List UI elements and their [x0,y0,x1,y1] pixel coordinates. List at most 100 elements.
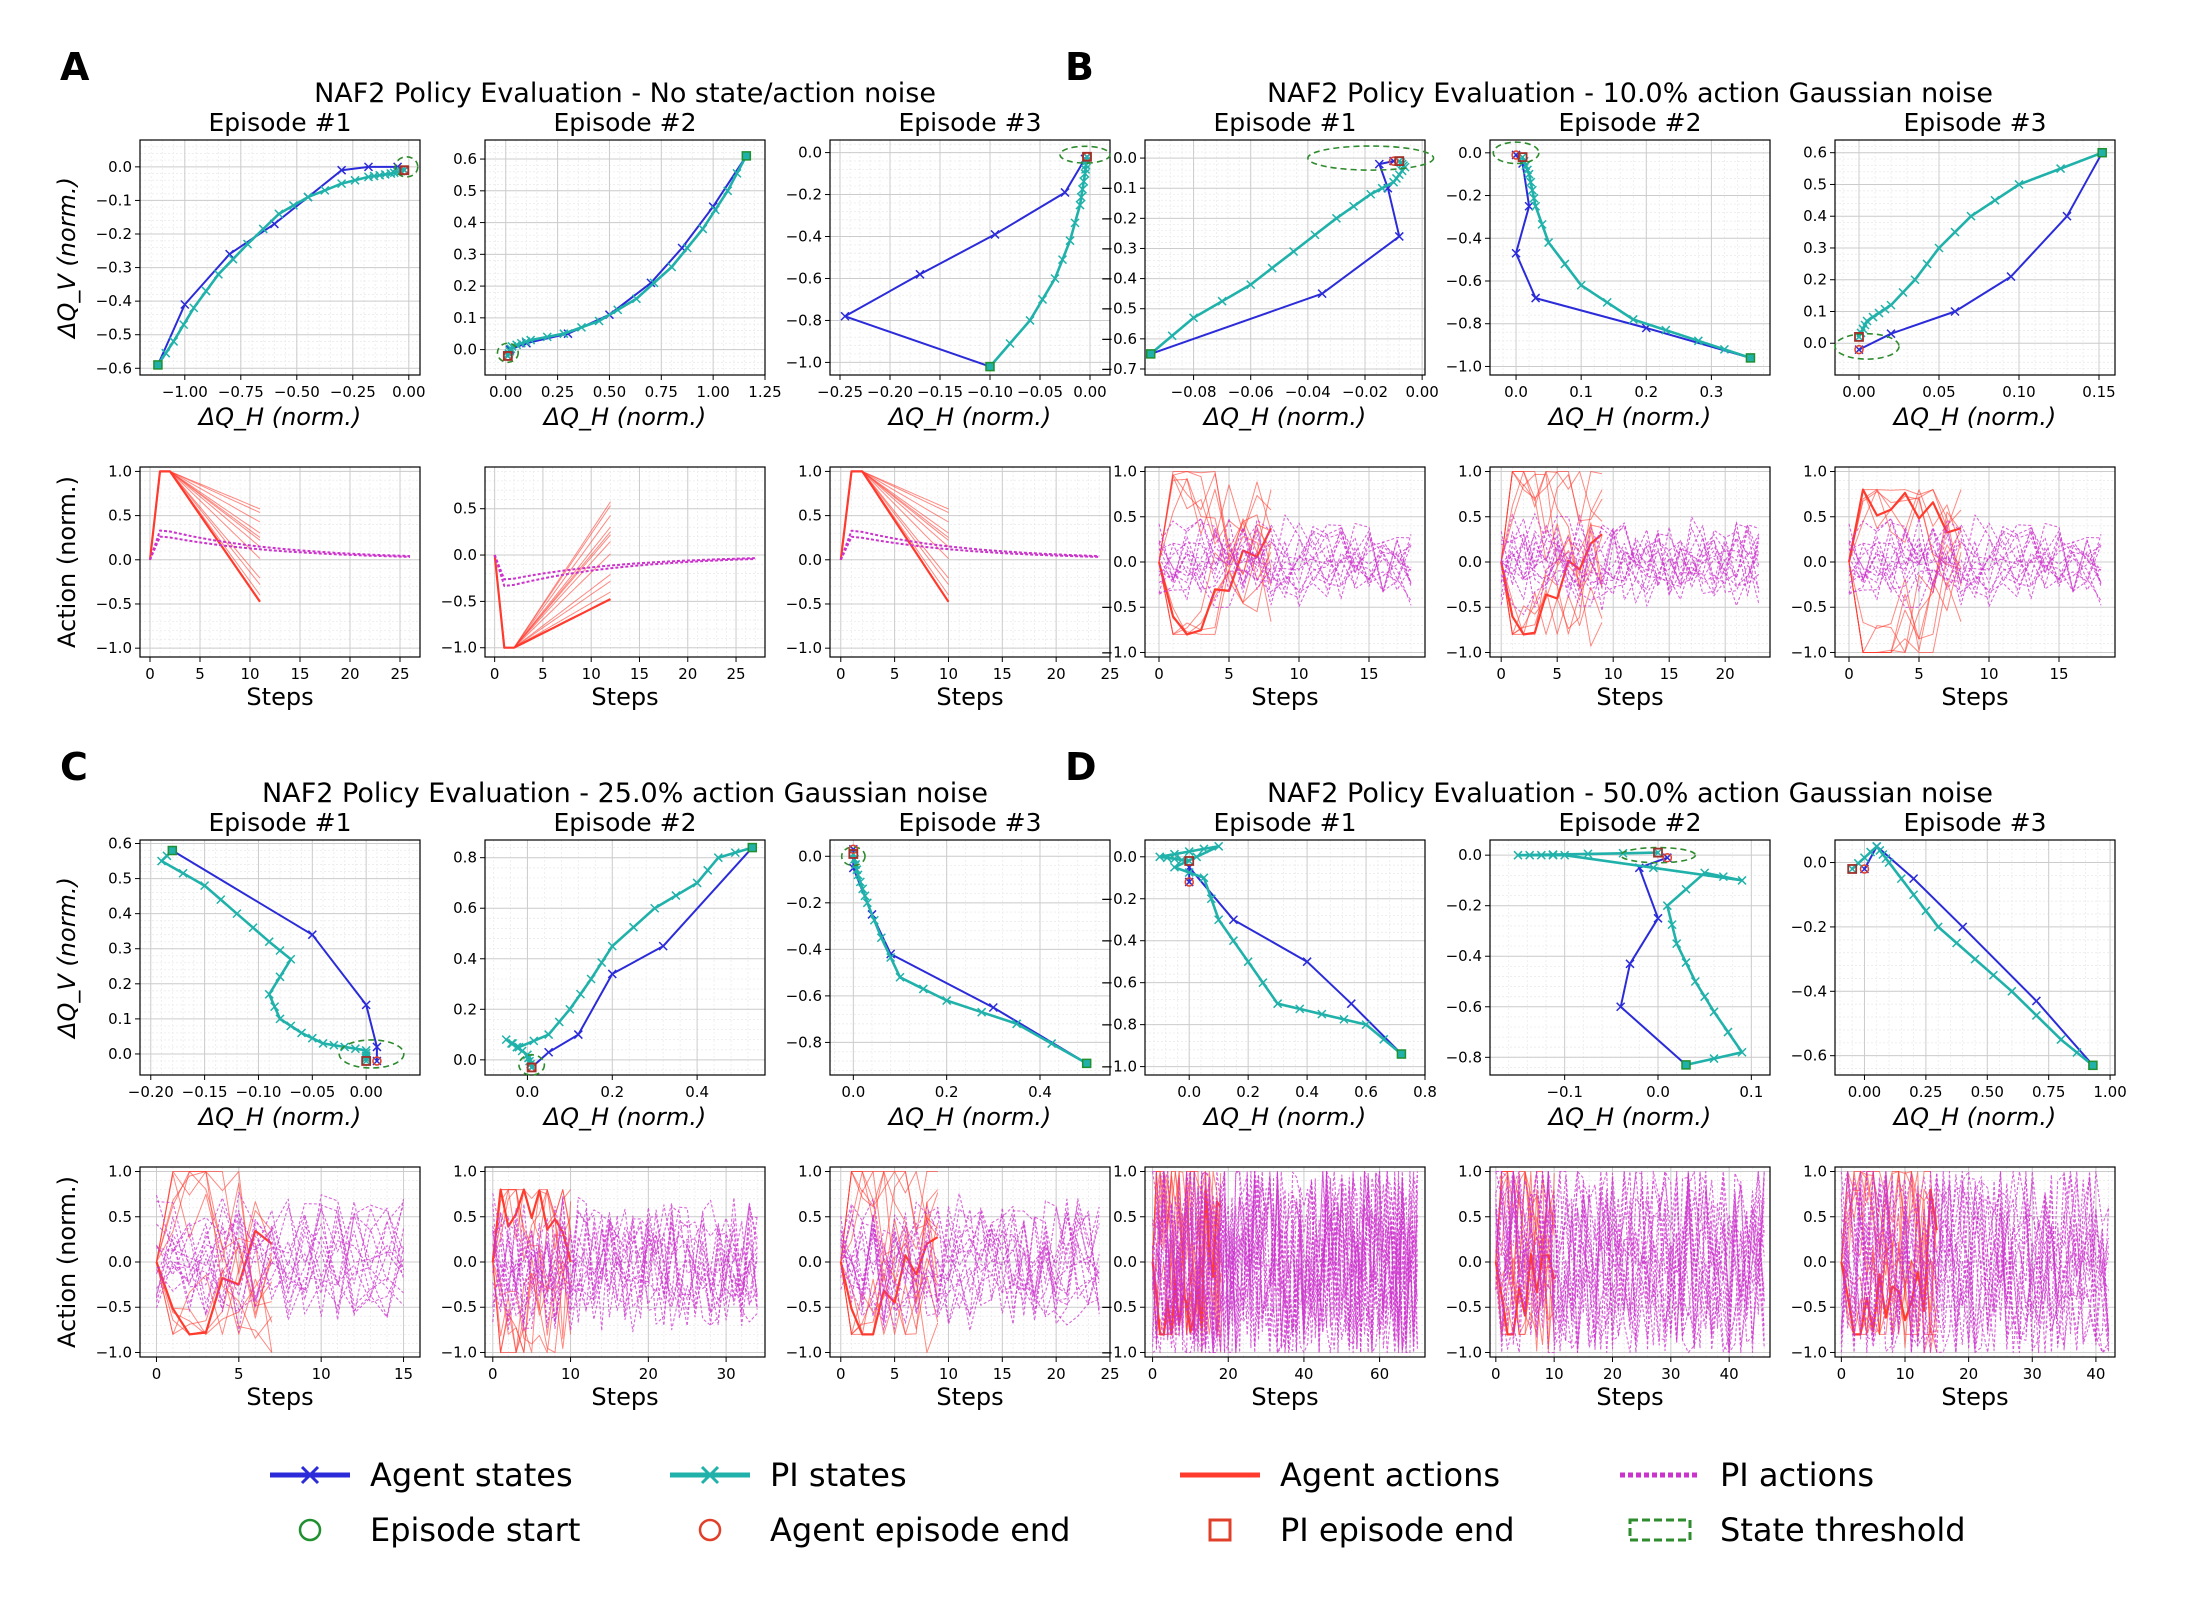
panel-A-ep1-action-ytick-4: −1.0 [96,639,132,657]
panel-A-ep1-state-pi-mark-13 [320,185,330,195]
panel-D-ep3-action-pi-11 [1840,1170,2110,1354]
panel-D-ep3-state-ytick-3: −0.6 [1791,1047,1827,1065]
panel-B-ep3-state-ytick-2: 0.2 [1803,271,1827,289]
panel-D-ep2-action-xtick-1: 10 [1545,1365,1564,1383]
panel-A-ep2-state-pi-mark-8 [631,294,641,304]
panel-A-ep3-state-ytick-1: −0.2 [786,186,822,204]
panel-C-ep3-action-ytick-1: 0.5 [798,1208,822,1226]
panel-D-ep3-state-xtick-3: 0.75 [2032,1083,2065,1101]
panel-A-ep3-action-ytick-1: 0.5 [798,507,822,525]
panel-C-ep1-state-pi-mark-16 [297,1028,307,1038]
panel-A-ep2-state-pi-mark-3 [710,205,720,215]
panel-D-ep3-action-xtick-0: 0 [1837,1365,1847,1383]
panel-A-ep1-action-xtick-4: 20 [340,665,359,683]
panel-A-ep3-state-ytick-5: −1.0 [786,353,822,371]
panel-B-ep1-action-pi-3 [1158,530,1412,606]
panel-C-ep3-action-pi-0 [840,1198,1100,1303]
panel-C-ep1-state-pi-mark-5 [216,895,226,905]
panel-D-ep2-state-agent-mark-2 [1625,959,1635,969]
legend-item-pi-states: PI states [670,1456,907,1494]
panel-B-ep2-action-traces [1500,471,1760,647]
panel-A-ep2-state-pi-mark-12 [559,329,569,339]
panel-D-ep3-state-pi-mark-8 [1933,922,1943,932]
panel-A-ep2-state-pi-mark-4 [698,224,708,234]
panel-D-ep3-state-agent-mark-1 [2031,996,2041,1006]
panel-C-ep2-action-pi-10 [492,1193,758,1311]
panel-B-ep1-state-ytick-3: −0.3 [1101,239,1137,257]
panel-C-ep3-action-xtick-2: 10 [939,1365,958,1383]
panel-A-ep2-state-ytick-3: 0.3 [453,245,477,263]
panel-A-ep3-state-agent-mark-2 [915,269,925,279]
panel-B-ep3-action-pi-0 [1848,542,2102,602]
panel-C-ep3-action-agent-11 [840,1171,939,1263]
panel-C-ep1-state-pi-mark-11 [275,972,285,982]
panel-D-ep1-state-xtick-3: 0.6 [1354,1083,1378,1101]
panel-A-ep1-state-agent-mark-5 [337,165,347,175]
panel-D-ep2-state-pi-mark-2 [1737,1047,1747,1057]
panel-C-ep1-action-pi-1 [156,1228,404,1316]
panel-D-ep2-state-pi-mark-9 [1667,920,1677,930]
panel-B-ep1-state-threshold [1307,145,1435,171]
panel-D-ep1-state-pi-mark-17 [1199,844,1209,854]
panel-B-ep1-action-pi-10 [1158,531,1412,593]
panel-D-ep3-state-pi-end [1847,864,1858,874]
panel-B-ep1-action-pi-6 [1158,514,1412,592]
action-xlabel-A-2: Steps [591,683,658,711]
panel-C-ep1-state-xtick-4: 0.00 [349,1083,382,1101]
panel-D-ep2-state-ytick-2: −0.4 [1446,947,1482,965]
panel-A-ep1-state-pi-mark-10 [274,209,284,219]
panel-C-ep3-state-xtick-0: 0.0 [841,1083,865,1101]
panel-B-ep1-action-xtick-2: 10 [1289,665,1308,683]
panel-B-ep1-state-agent-line [1150,160,1401,355]
panel-A-ep2-state-pi-mark-13 [542,332,552,342]
panel-D-ep2-state-pi-mark-13 [1718,872,1728,882]
panel-A-ep1-state-ytick-1: −0.1 [96,191,132,209]
panel-C-ep2-action-agent-7 [492,1261,572,1353]
panel-A-ep1-action-xtick-2: 10 [240,665,259,683]
panel-A-ep1-state-pi-mark-2 [169,336,179,346]
panel-C-ep1-state-agent-line [171,849,378,1061]
panel-B-ep2-state-pi-mark-6 [1576,280,1586,290]
panel-A-ep1-action-traces [148,470,411,603]
panel-D-ep1-state-ytick-1: −0.2 [1101,890,1137,908]
panel-D-ep2-state-agent-line [1619,856,1687,1066]
panel-B-ep3-action-agent-11 [1848,509,1962,653]
panel-D-ep1-state-pi-mark-9 [1228,936,1238,946]
panel-C-ep1-state-pi-mark-26 [361,1056,371,1066]
panel-B-ep1-state-xtick-1: −0.06 [1228,383,1274,401]
panel-C-ep2-state-ytick-1: 0.2 [453,1000,477,1018]
panel-C-ep3-state-pi-mark-11 [860,891,870,901]
panel-B-ep1-state-grid [1145,140,1425,376]
panel-B-ep2-state-agent-mark-3 [1511,248,1521,258]
panel-D-ep3-state-agent-mark-3 [1909,874,1919,884]
panel-B-ep3-action-xtick-0: 0 [1844,665,1854,683]
panel-D-ep2-state-pi-mark-24 [1653,848,1663,858]
panel-D-ep3-state-ytick-0: 0.0 [1803,854,1827,872]
panel-A-ep2-action-grid [484,467,766,658]
panel-A-ep1-state-ytick-4: −0.4 [96,292,132,310]
panel-B-ep2-state-agent-mark-4 [1524,201,1534,211]
panel-B-ep2-state-ytick-1: −0.2 [1446,187,1482,205]
panel-D-ep1-action-pi-1 [1152,1170,1418,1354]
panel-C-ep3-action-agent-7 [840,1171,938,1263]
panel-C-ep3-state-agent-line [852,849,1088,1065]
panel-A-ep1-state-pi-mark-11 [288,200,298,210]
panel-B-ep1-action-pi-2 [1158,524,1412,597]
panel-C-ep2-state-ytick-4: 0.8 [453,849,477,867]
panel-A-ep2-state-xtick-2: 0.50 [593,383,626,401]
panel-D-ep3-state-pi-mark-1 [2072,1047,2082,1058]
panel-D-ep2-action-pi-10 [1495,1170,1765,1349]
panel-D-ep2-state-pi-line [1516,851,1744,1067]
episode-title-C-1: Episode #1 [209,808,352,837]
panel-C-ep1-action-agent-9 [156,1171,273,1275]
panel-D-ep2-action-pi-6 [1495,1170,1765,1354]
panel-C-ep2-action-xtick-0: 0 [488,1365,498,1383]
panel-D-ep3-action-xtick-4: 40 [2086,1365,2105,1383]
panel-B-ep2-action-agent-7 [1500,471,1603,563]
panel-B-ep3-action-traces [1847,488,2102,653]
panel-C-ep1-action-pi-9 [156,1221,404,1333]
panel-C-ep3-action-traces [839,1171,1100,1353]
panel-B-ep3-action-ytick-3: −0.5 [1791,598,1827,616]
panel-A-ep2-action-xtick-3: 15 [630,665,649,683]
panel-A-ep3-action-xtick-3: 15 [993,665,1012,683]
